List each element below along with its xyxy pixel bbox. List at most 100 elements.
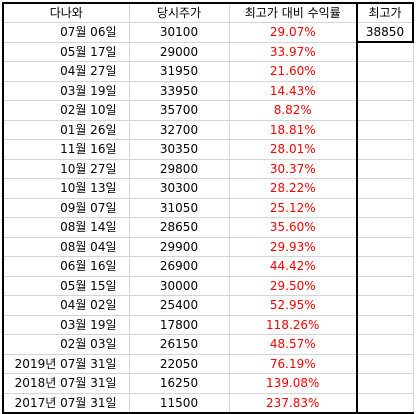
price-cell[interactable]: 22050: [128, 353, 230, 374]
table-row: 01월 26일 32700 18.81%: [2, 119, 414, 140]
empty-cell[interactable]: [356, 275, 414, 296]
table-row: 04월 02일 25400 52.95%: [2, 295, 414, 316]
return-cell[interactable]: 18.81%: [228, 119, 358, 140]
empty-cell[interactable]: [356, 334, 414, 355]
empty-cell[interactable]: [356, 392, 414, 414]
price-cell[interactable]: 32700: [128, 119, 230, 140]
price-cell[interactable]: 29800: [128, 158, 230, 179]
price-cell[interactable]: 29900: [128, 236, 230, 257]
price-cell[interactable]: 17800: [128, 314, 230, 335]
price-cell[interactable]: 28650: [128, 217, 230, 238]
table-row: 10월 27일 29800 30.37%: [2, 158, 414, 179]
table-row: 2019년 07월 31일 22050 76.19%: [2, 353, 414, 374]
return-cell[interactable]: 52.95%: [228, 295, 358, 316]
empty-cell[interactable]: [356, 139, 414, 160]
header-row: 다나와 당시주가 최고가 대비 수익률 최고가: [2, 2, 414, 23]
date-cell[interactable]: 08월 14일: [2, 217, 130, 238]
return-cell[interactable]: 48.57%: [228, 334, 358, 355]
date-cell[interactable]: 09월 07일: [2, 197, 130, 218]
empty-cell[interactable]: [356, 41, 414, 62]
date-cell[interactable]: 2019년 07월 31일: [2, 353, 130, 374]
table-row: 03월 19일 17800 118.26%: [2, 314, 414, 335]
empty-cell[interactable]: [356, 119, 414, 140]
date-cell[interactable]: 02월 03일: [2, 334, 130, 355]
high-value-cell[interactable]: 38850: [356, 22, 414, 43]
return-cell[interactable]: 237.83%: [228, 392, 358, 414]
empty-cell[interactable]: [356, 61, 414, 82]
date-cell[interactable]: 06월 16일: [2, 256, 130, 277]
price-cell[interactable]: 16250: [128, 373, 230, 394]
empty-cell[interactable]: [356, 256, 414, 277]
empty-cell[interactable]: [356, 100, 414, 121]
price-cell[interactable]: 30100: [128, 22, 230, 43]
table-row: 08월 14일 28650 35.60%: [2, 217, 414, 238]
return-cell[interactable]: 29.93%: [228, 236, 358, 257]
empty-cell[interactable]: [356, 236, 414, 257]
date-cell[interactable]: 04월 27일: [2, 61, 130, 82]
date-cell[interactable]: 03월 19일: [2, 80, 130, 101]
header-price-cell[interactable]: 당시주가: [128, 2, 230, 23]
date-cell[interactable]: 05월 17일: [2, 41, 130, 62]
empty-cell[interactable]: [356, 80, 414, 101]
price-cell[interactable]: 30300: [128, 178, 230, 199]
return-cell[interactable]: 8.82%: [228, 100, 358, 121]
date-cell[interactable]: 2018년 07월 31일: [2, 373, 130, 394]
date-cell[interactable]: 04월 02일: [2, 295, 130, 316]
empty-cell[interactable]: [356, 217, 414, 238]
table-row: 08월 04일 29900 29.93%: [2, 236, 414, 257]
date-cell[interactable]: 08월 04일: [2, 236, 130, 257]
return-cell[interactable]: 44.42%: [228, 256, 358, 277]
price-cell[interactable]: 30350: [128, 139, 230, 160]
return-cell[interactable]: 29.50%: [228, 275, 358, 296]
return-cell[interactable]: 28.01%: [228, 139, 358, 160]
return-cell[interactable]: 28.22%: [228, 178, 358, 199]
date-cell[interactable]: 11월 16일: [2, 139, 130, 160]
price-cell[interactable]: 26150: [128, 334, 230, 355]
table-row: 10월 13일 30300 28.22%: [2, 178, 414, 199]
return-cell[interactable]: 118.26%: [228, 314, 358, 335]
return-cell[interactable]: 29.07%: [228, 22, 358, 43]
empty-cell[interactable]: [356, 314, 414, 335]
empty-cell[interactable]: [356, 197, 414, 218]
return-cell[interactable]: 30.37%: [228, 158, 358, 179]
date-cell[interactable]: 10월 13일: [2, 178, 130, 199]
price-cell[interactable]: 33950: [128, 80, 230, 101]
empty-cell[interactable]: [356, 178, 414, 199]
return-cell[interactable]: 21.60%: [228, 61, 358, 82]
return-cell[interactable]: 139.08%: [228, 373, 358, 394]
price-cell[interactable]: 25400: [128, 295, 230, 316]
header-return-cell[interactable]: 최고가 대비 수익률: [228, 2, 358, 23]
date-cell[interactable]: 10월 27일: [2, 158, 130, 179]
price-cell[interactable]: 26900: [128, 256, 230, 277]
header-high-cell[interactable]: 최고가: [356, 2, 414, 23]
table-row: 2017년 07월 31일 11500 237.83%: [2, 392, 414, 414]
return-cell[interactable]: 25.12%: [228, 197, 358, 218]
empty-cell[interactable]: [356, 353, 414, 374]
table-row: 2018년 07월 31일 16250 139.08%: [2, 373, 414, 394]
table-row: 11월 16일 30350 28.01%: [2, 139, 414, 160]
date-cell[interactable]: 03월 19일: [2, 314, 130, 335]
return-cell[interactable]: 33.97%: [228, 41, 358, 62]
price-cell[interactable]: 11500: [128, 392, 230, 414]
date-cell[interactable]: 01월 26일: [2, 119, 130, 140]
price-cell[interactable]: 29000: [128, 41, 230, 62]
date-cell[interactable]: 05월 15일: [2, 275, 130, 296]
price-cell[interactable]: 31050: [128, 197, 230, 218]
table-row: 09월 07일 31050 25.12%: [2, 197, 414, 218]
price-cell[interactable]: 35700: [128, 100, 230, 121]
empty-cell[interactable]: [356, 373, 414, 394]
header-name-cell[interactable]: 다나와: [2, 2, 130, 23]
return-cell[interactable]: 76.19%: [228, 353, 358, 374]
table-row: 05월 17일 29000 33.97%: [2, 41, 414, 62]
date-cell[interactable]: 02월 10일: [2, 100, 130, 121]
date-cell[interactable]: 07월 06일: [2, 22, 130, 43]
return-cell[interactable]: 14.43%: [228, 80, 358, 101]
empty-cell[interactable]: [356, 295, 414, 316]
price-cell[interactable]: 31950: [128, 61, 230, 82]
date-cell[interactable]: 2017년 07월 31일: [2, 392, 130, 414]
empty-cell[interactable]: [356, 158, 414, 179]
return-cell[interactable]: 35.60%: [228, 217, 358, 238]
price-cell[interactable]: 30000: [128, 275, 230, 296]
